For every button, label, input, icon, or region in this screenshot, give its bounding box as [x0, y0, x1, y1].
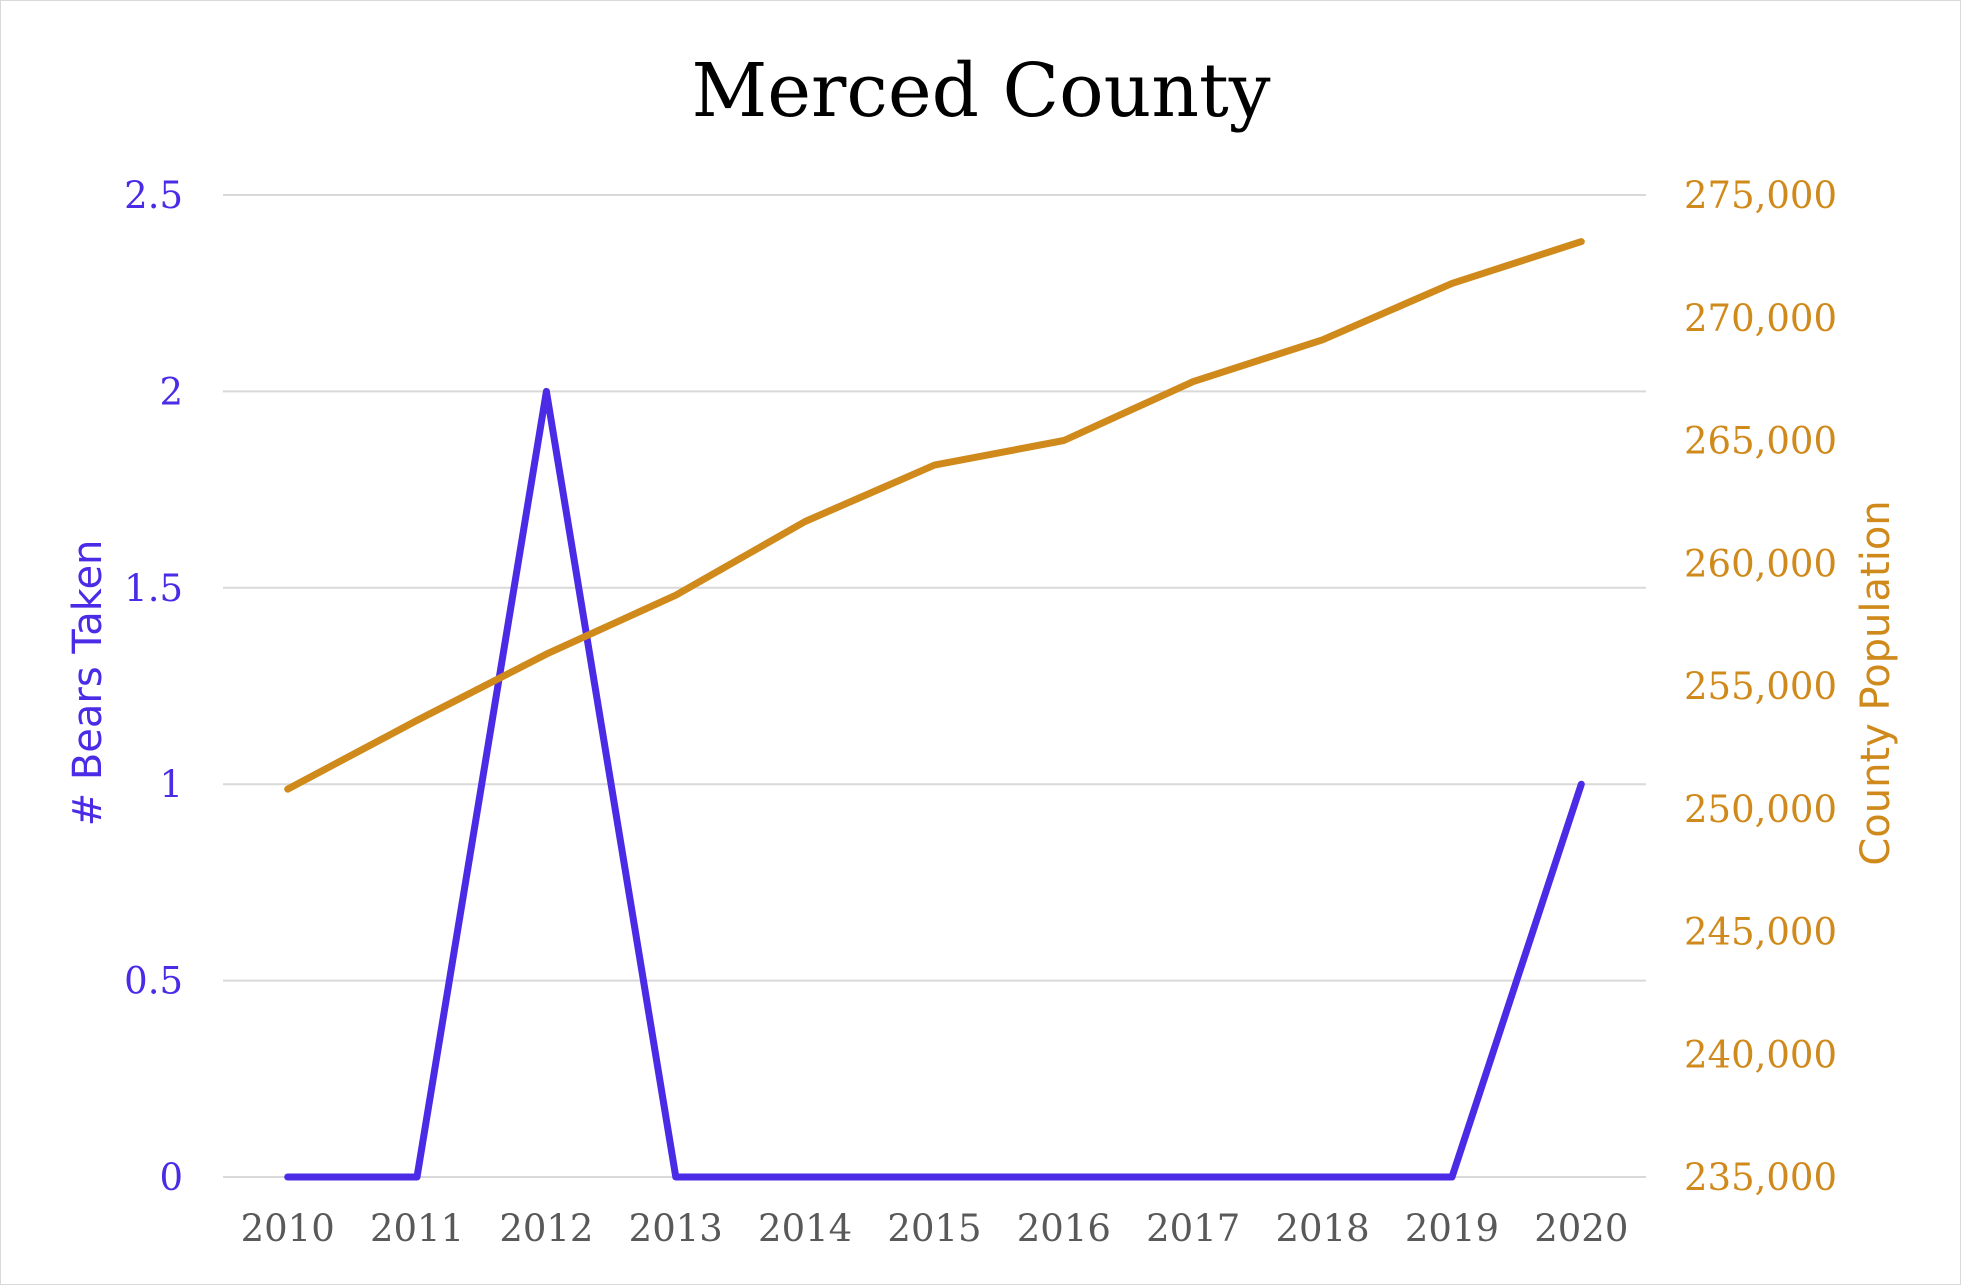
gridlines	[223, 194, 1646, 1178]
x-tick-label: 2012	[499, 1207, 593, 1250]
right-tick-label: 245,000	[1684, 911, 1837, 954]
right-tick-label: 270,000	[1684, 297, 1837, 340]
right-axis-ticks: 235,000 240,000 245,000 250,000 255,000 260,0…	[1684, 174, 1837, 1199]
x-tick-label: 2016	[1017, 1207, 1111, 1250]
right-tick-label: 235,000	[1684, 1156, 1837, 1199]
right-tick-label: 260,000	[1684, 542, 1837, 585]
right-tick-label: 240,000	[1684, 1033, 1837, 1076]
right-tick-label: 275,000	[1684, 174, 1837, 217]
x-tick-label: 2010	[241, 1207, 335, 1250]
left-tick-label: 1	[159, 763, 183, 806]
x-tick-label: 2015	[887, 1207, 981, 1250]
chart-title: Merced County	[691, 48, 1270, 134]
right-tick-label: 255,000	[1684, 665, 1837, 708]
left-tick-label: 2.5	[124, 174, 183, 217]
x-tick-label: 2018	[1276, 1207, 1370, 1250]
x-tick-label: 2013	[629, 1207, 723, 1250]
series-layer	[284, 238, 1585, 1181]
left-tick-label: 0.5	[124, 960, 183, 1003]
left-axis-ticks: 0 0.5 1 1.5 2 2.5	[124, 174, 183, 1199]
left-tick-label: 2	[159, 370, 183, 413]
right-tick-label: 265,000	[1684, 420, 1837, 463]
x-tick-label: 2011	[370, 1207, 464, 1250]
left-axis-title: # Bears Taken	[65, 540, 111, 827]
x-tick-label: 2017	[1146, 1207, 1240, 1250]
x-tick-label: 2014	[758, 1207, 852, 1250]
county-population-line	[284, 238, 1585, 793]
right-axis-title: County Population	[1853, 500, 1899, 865]
right-tick-label: 250,000	[1684, 788, 1837, 831]
x-tick-label: 2020	[1534, 1207, 1628, 1250]
left-tick-label: 0	[159, 1156, 183, 1199]
x-axis-ticks: 2010 2011 2012 2013 2014 2015 2016 2017 2018 2019…	[241, 1207, 1629, 1250]
left-tick-label: 1.5	[124, 567, 183, 610]
bears-taken-line	[284, 387, 1585, 1181]
x-tick-label: 2019	[1405, 1207, 1499, 1250]
